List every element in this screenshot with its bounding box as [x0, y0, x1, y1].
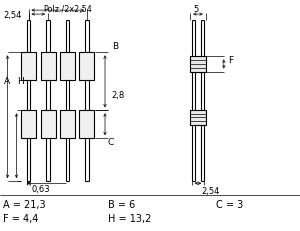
- Text: 2,8: 2,8: [111, 91, 124, 100]
- Text: F = 4,4: F = 4,4: [3, 213, 38, 223]
- Bar: [80, 111, 94, 139]
- Text: C = 3: C = 3: [216, 199, 243, 209]
- Bar: [40, 111, 56, 139]
- Bar: [21, 111, 36, 139]
- Text: B: B: [112, 42, 118, 51]
- Bar: [190, 110, 206, 125]
- Bar: [60, 111, 75, 139]
- Bar: [190, 57, 206, 72]
- Text: Polz./2x2,54: Polz./2x2,54: [43, 5, 92, 14]
- Bar: [40, 53, 56, 81]
- Text: F: F: [228, 56, 233, 64]
- Text: H: H: [17, 76, 24, 85]
- Text: 0,63: 0,63: [31, 184, 50, 193]
- Text: 5: 5: [194, 5, 199, 14]
- Text: C: C: [108, 138, 114, 146]
- Text: B = 6: B = 6: [108, 199, 135, 209]
- Text: H = 13,2: H = 13,2: [108, 213, 152, 223]
- Bar: [21, 53, 36, 81]
- Bar: [60, 53, 75, 81]
- Text: 2,54: 2,54: [201, 186, 219, 195]
- Bar: [80, 53, 94, 81]
- Text: 2,54: 2,54: [3, 11, 21, 19]
- Text: A: A: [4, 76, 10, 85]
- Text: A = 21,3: A = 21,3: [3, 199, 46, 209]
